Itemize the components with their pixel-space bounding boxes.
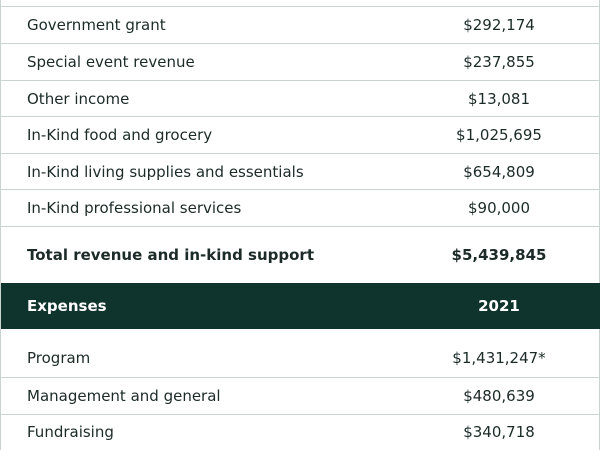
row-divider (1, 189, 600, 190)
row-value: $480,639 (463, 387, 535, 405)
row-divider (1, 43, 600, 44)
row-label: Other income (27, 90, 130, 108)
row-label: Program (27, 349, 91, 367)
row-value: $292,174 (463, 16, 535, 34)
row-label: In-Kind professional services (27, 199, 242, 217)
row-divider (1, 116, 600, 117)
expenses-heading: Expenses (27, 297, 107, 315)
row-divider (1, 153, 600, 154)
row-value: $90,000 (467, 199, 531, 217)
total-label: Total revenue and in-kind support (27, 246, 314, 264)
table-row: Special event revenue $237,855 (1, 44, 600, 80)
row-divider (1, 377, 600, 378)
row-label: Fundraising (27, 423, 114, 441)
row-divider (1, 80, 600, 81)
table-row: Other income $13,081 (1, 81, 600, 117)
table-row: In-Kind food and grocery $1,025,695 (1, 117, 600, 153)
table-row: In-Kind living supplies and essentials $… (1, 154, 600, 190)
table-row: Government grant $292,174 (1, 7, 600, 43)
row-label: Special event revenue (27, 53, 195, 71)
row-label: In-Kind food and grocery (27, 126, 213, 144)
row-divider (1, 6, 600, 7)
row-divider (1, 226, 600, 227)
row-label: Government grant (27, 16, 166, 34)
table-row: In-Kind professional services $90,000 (1, 190, 600, 226)
total-row: Total revenue and in-kind support $5,439… (1, 227, 600, 283)
table-row: Management and general $480,639 (1, 378, 600, 414)
row-value: $654,809 (463, 163, 535, 181)
row-value: $340,718 (463, 423, 535, 441)
row-label: Management and general (27, 387, 221, 405)
row-value: $1,431,247* (452, 349, 546, 367)
total-value: $5,439,845 (451, 246, 547, 264)
row-divider (1, 414, 600, 415)
year-heading: 2021 (478, 297, 520, 315)
row-value: $1,025,695 (456, 126, 542, 144)
row-label: In-Kind living supplies and essentials (27, 163, 304, 181)
row-value: $237,855 (463, 53, 535, 71)
table-row: Fundraising $340,718 (1, 415, 600, 449)
table-row: Program $1,431,247* (1, 339, 600, 377)
expenses-header: Expenses 2021 (1, 283, 600, 329)
row-value: $13,081 (467, 90, 531, 108)
